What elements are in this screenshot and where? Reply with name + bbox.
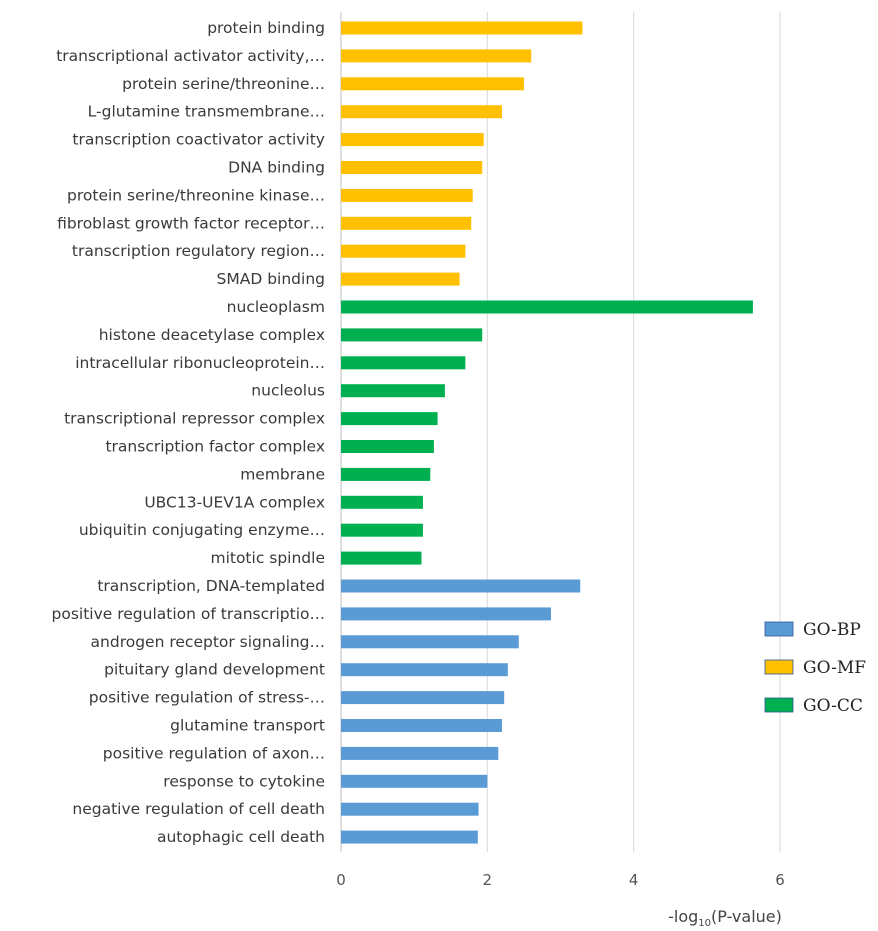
category-label: positive regulation of axon… [103, 744, 325, 762]
bar [341, 161, 483, 174]
category-label: negative regulation of cell death [72, 800, 325, 818]
bar [341, 216, 472, 230]
category-label: intracellular ribonucleoprotein… [75, 354, 325, 372]
category-label: UBC13-UEV1A complex [144, 493, 325, 511]
bar [341, 21, 583, 35]
x-tick-label: 6 [775, 871, 785, 889]
category-label: transcription coactivator activity [72, 131, 325, 149]
bar [341, 635, 519, 649]
category-label: glutamine transport [170, 717, 325, 735]
bar [341, 356, 466, 370]
category-label: nucleolus [251, 382, 325, 400]
category-label: autophagic cell death [157, 828, 325, 846]
category-label: protein binding [207, 19, 325, 37]
category-label: ubiquitin conjugating enzyme… [79, 521, 325, 539]
x-axis-title: -log10(P-value) [668, 907, 782, 929]
legend-entry: GO-BP [803, 620, 861, 640]
bar [341, 579, 581, 593]
bar [341, 774, 488, 788]
category-label: transcription, DNA-templated [97, 577, 325, 595]
bar [341, 440, 434, 453]
x-tick-labels: 0 2 4 6 [336, 871, 785, 889]
bar [341, 802, 479, 816]
category-label: response to cytokine [163, 772, 325, 790]
legend: GO-BP GO-MF GO-CC [764, 620, 866, 716]
bar [341, 663, 508, 677]
category-label: protein serine/threonine kinase… [67, 186, 325, 204]
legend-entry: GO-CC [803, 696, 863, 716]
category-label: pituitary gland development [104, 661, 325, 679]
x-tick-label: 4 [629, 871, 639, 889]
bar [341, 272, 460, 286]
grid-lines [340, 12, 781, 852]
bar [341, 551, 422, 565]
category-label: transcription factor complex [105, 438, 325, 456]
category-label: DNA binding [228, 159, 325, 177]
category-label: membrane [240, 465, 325, 483]
category-label: transcriptional repressor complex [64, 410, 325, 428]
category-label: histone deacetylase complex [99, 326, 325, 344]
category-label: mitotic spindle [210, 549, 325, 567]
category-label: SMAD binding [217, 270, 325, 288]
x-tick-label: 0 [336, 871, 346, 889]
category-label: fibroblast growth factor receptor… [57, 214, 325, 232]
bar [341, 77, 524, 91]
bar [341, 830, 478, 844]
category-label: nucleoplasm [227, 298, 325, 316]
category-label: androgen receptor signaling… [91, 633, 325, 651]
bar [341, 244, 466, 258]
category-label: positive regulation of transcriptio… [52, 605, 326, 623]
legend-swatch [764, 697, 794, 713]
legend-swatch [764, 659, 794, 675]
legend-swatch [764, 621, 794, 637]
category-label: positive regulation of stress-… [89, 689, 325, 707]
category-labels: protein binding transcriptional activator… [52, 19, 326, 846]
bar [341, 719, 502, 732]
category-label: transcription regulatory region… [72, 242, 325, 260]
bar [341, 412, 438, 426]
bars [341, 21, 753, 844]
bar [341, 300, 753, 314]
category-label: protein serine/threonine… [122, 75, 325, 93]
category-label: L-glutamine transmembrane… [88, 103, 325, 121]
bar [341, 691, 505, 705]
x-tick-label: 2 [483, 871, 493, 889]
bar [341, 523, 423, 537]
bar [341, 467, 431, 481]
category-label: transcriptional activator activity,… [56, 47, 325, 65]
legend-entry: GO-MF [803, 658, 866, 678]
bar [341, 105, 502, 119]
bar [341, 495, 423, 509]
bar [341, 328, 483, 342]
bar [341, 384, 445, 398]
bar [341, 188, 473, 202]
bar [341, 49, 532, 63]
bar [341, 607, 551, 621]
bar [341, 746, 499, 760]
bar [341, 133, 484, 147]
